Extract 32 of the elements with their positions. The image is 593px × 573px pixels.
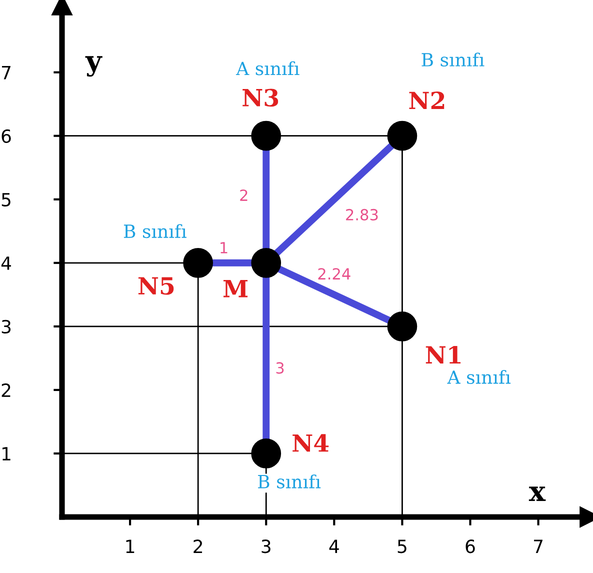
y-tick-label: 2	[2, 383, 10, 397]
y-tick-label: 5	[2, 193, 10, 206]
y-tick-label: 6	[2, 129, 11, 143]
annotation: B sınıfı	[422, 52, 484, 67]
series-label: 2.24	[318, 268, 350, 280]
series-label: N4	[292, 434, 329, 452]
series-label: N1	[426, 346, 461, 364]
series-label: N5	[138, 277, 174, 295]
annotation: A sınıfı	[447, 370, 511, 384]
annotation: A sınıfı	[236, 61, 300, 76]
x-tick-label: 7	[534, 540, 542, 553]
x-tick-label: 3	[262, 540, 270, 554]
x-axis-title: x	[528, 486, 546, 501]
series-label: N3	[242, 88, 278, 107]
annotation: B sınıfı	[258, 474, 321, 488]
x-tick-label: 4	[329, 540, 339, 553]
series-label: 1	[220, 242, 228, 254]
series-label: N2	[409, 92, 444, 110]
annotation: B sınıfı	[124, 224, 186, 238]
x-tick-label: 1	[126, 540, 134, 553]
x-tick-label: 6	[466, 540, 475, 554]
series-label: 3	[276, 362, 284, 374]
x-tick-label: 5	[398, 540, 406, 554]
series-label: 2	[240, 189, 248, 201]
y-axis-title: y	[85, 56, 102, 77]
y-tick-label: 3	[2, 320, 11, 334]
y-tick-label: 1	[2, 447, 10, 460]
x-tick-label: 2	[194, 540, 202, 553]
series-label: M	[223, 280, 248, 298]
y-tick-label: 7	[2, 66, 10, 80]
series-label: 2.83	[346, 208, 378, 220]
y-tick-label: 4	[1, 256, 11, 270]
